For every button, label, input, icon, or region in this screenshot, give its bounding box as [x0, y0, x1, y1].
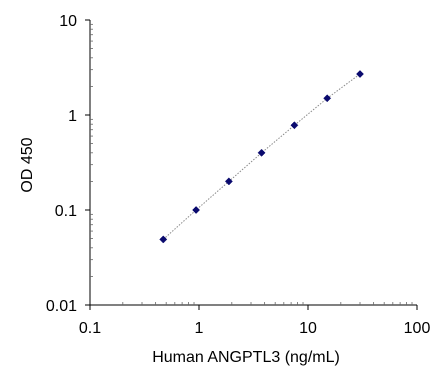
- series-layer: [159, 70, 364, 244]
- y-tick-label: 1: [68, 108, 77, 125]
- data-point: [257, 148, 266, 157]
- y-tick-label: 0.01: [46, 298, 77, 315]
- x-tick-label: 1: [195, 320, 204, 337]
- y-tick-label: 0.1: [55, 203, 77, 220]
- data-point: [356, 70, 364, 78]
- data-point: [159, 235, 168, 244]
- x-tick-label: 0.1: [79, 320, 101, 337]
- y-axis-title: OD 450: [19, 137, 36, 192]
- x-tick-label: 10: [299, 320, 317, 337]
- data-point: [323, 94, 332, 103]
- data-point: [192, 206, 201, 214]
- x-axis-title: Human ANGPTL3 (ng/mL): [152, 349, 340, 366]
- x-tick-label: 100: [404, 320, 431, 337]
- data-point: [290, 121, 299, 130]
- y-tick-label: 10: [59, 13, 77, 30]
- data-point: [224, 177, 233, 186]
